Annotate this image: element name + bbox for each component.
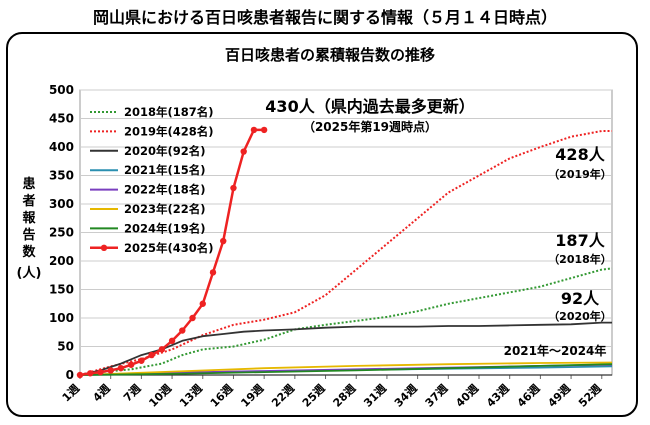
legend-label: 2020年(92名) [124,144,206,158]
series-line-5 [79,361,613,376]
x-tick-label: 16週 [207,381,236,410]
legend-label: 2024年(19名) [124,221,206,235]
x-tick-label: 7週 [120,381,143,404]
annotation-main-sub: （2025年第19週時点） [303,119,437,134]
series-point-7 [220,237,227,245]
series-point-7 [199,300,206,307]
series-point-7 [127,361,135,368]
x-tick-label: 40週 [453,381,482,410]
series-point-7 [148,351,155,359]
x-tick-label: 37週 [422,381,451,410]
x-tick-label: 43週 [483,381,512,410]
x-tick-label: 1週 [59,381,82,404]
series-point-7 [87,370,94,377]
legend-label: 2025年(430名) [124,241,214,255]
series-point-7 [76,371,84,379]
x-tick-label: 4週 [90,381,113,404]
x-tick-label: 28週 [330,381,359,410]
legend-label: 2022年(18名) [124,183,206,197]
x-tick-label: 13週 [176,381,205,410]
y-tick-label: 400 [49,140,74,154]
y-axis-label-char: 告 [22,227,35,243]
y-axis-unit: (人) [17,265,42,281]
y-axis-label-char: 者 [21,193,35,209]
y-axis-label-char: 患 [22,176,35,192]
x-tick-label: 34週 [391,381,420,410]
annotation-main: 430人（県内過去最多更新） [265,97,474,116]
series-point-7 [209,269,217,276]
series-point-7 [107,367,114,374]
series-point-7 [260,126,268,134]
series-point-7 [117,364,125,372]
chart-title: 百日咳患者の累積報告数の推移 [225,46,435,64]
series-point-7 [158,346,166,353]
series-point-7 [168,337,176,344]
x-tick-label: 46週 [514,381,543,410]
y-tick-label: 500 [49,83,74,97]
x-tick-label: 31週 [361,381,390,410]
x-tick-label: 52週 [575,381,604,410]
annotation-2019: 428人 [555,145,605,164]
y-tick-label: 250 [49,226,74,240]
annotation-2018-sub: （2018年） [548,252,612,266]
series-point-7 [230,184,237,192]
x-tick-label: 22週 [268,381,297,410]
page-title: 岡山県における百日咳患者報告に関する情報（５月１４日時点） [92,8,557,27]
y-tick-label: 350 [49,169,74,183]
y-axis-label-char: 報 [22,210,36,226]
annotation-2021-2024: 2021年～2024年 [504,343,607,358]
series-point-7 [240,148,247,155]
y-tick-label: 450 [49,112,74,126]
series-point-7 [138,357,145,364]
series-line-6 [79,363,613,376]
legend-marker [100,244,108,251]
y-axis-label-char: 数 [22,244,36,260]
series-point-7 [97,368,104,376]
series-line-0 [79,267,613,376]
x-tick-label: 19週 [238,381,267,410]
y-tick-label: 100 [49,311,74,325]
x-tick-label: 49週 [545,381,574,410]
series-point-7 [250,126,258,134]
annotation-2019-sub: （2019年） [548,167,612,181]
legend-label: 2018年(187名) [124,105,214,119]
chart-frame [6,32,638,417]
annotation-2020-sub: （2020年） [548,309,612,323]
y-tick-label: 200 [49,254,74,268]
legend-label: 2021年(15名) [124,163,206,177]
series-point-7 [189,314,196,322]
legend-label: 2023年(22名) [124,202,206,216]
legend-label: 2019年(428名) [124,124,214,138]
y-tick-label: 300 [49,197,74,211]
y-tick-label: 0 [66,368,74,382]
y-tick-label: 50 [57,340,74,354]
annotation-2018: 187人 [555,231,605,250]
x-tick-label: 25週 [299,381,328,410]
y-tick-label: 150 [49,283,74,297]
x-tick-label: 10週 [146,381,175,410]
annotation-2020: 92人 [561,289,600,308]
series-point-7 [179,327,186,334]
